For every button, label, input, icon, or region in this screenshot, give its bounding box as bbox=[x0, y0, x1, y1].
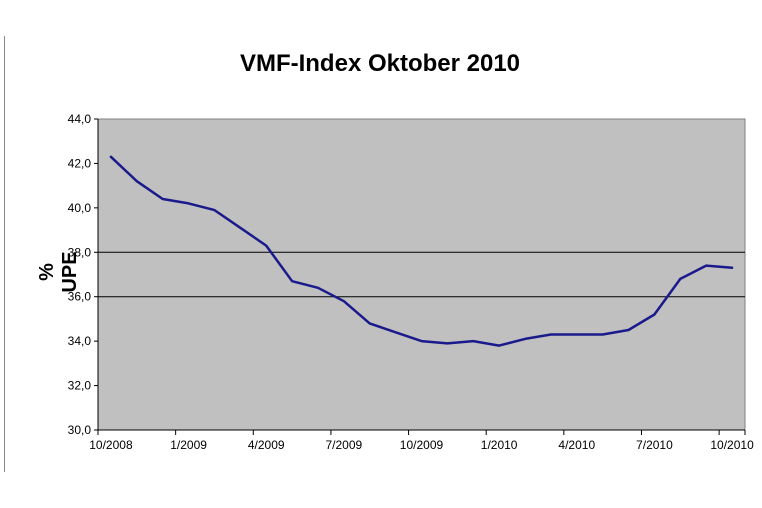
x-tick-label: 10/2008 bbox=[89, 438, 133, 452]
y-tick-label: 32,0 bbox=[68, 379, 92, 393]
series-line bbox=[109, 155, 734, 347]
y-tick-label: 40,0 bbox=[68, 201, 92, 215]
y-tick-label: 44,0 bbox=[68, 112, 92, 126]
left-rule bbox=[4, 36, 5, 472]
gridlines bbox=[98, 251, 745, 298]
chart-title: VMF-Index Oktober 2010 bbox=[239, 50, 521, 77]
x-tick-label: 1/2009 bbox=[170, 438, 207, 452]
y-tick-label: 34,0 bbox=[68, 334, 92, 348]
x-tick-label: 10/2010 bbox=[710, 438, 754, 452]
x-tick-label: 4/2009 bbox=[248, 438, 285, 452]
x-tick-label: 1/2010 bbox=[481, 438, 518, 452]
x-tick-label: 7/2010 bbox=[636, 438, 673, 452]
x-tick-label: 7/2009 bbox=[326, 438, 363, 452]
plot-area bbox=[97, 118, 746, 431]
y-axis: 30,0 32,0 34,0 36,0 38,0 40,0 42,0 44,0 bbox=[68, 112, 99, 437]
x-tick-label: 10/2009 bbox=[400, 438, 444, 452]
y-tick-label: 38,0 bbox=[68, 245, 92, 259]
x-axis: 10/2008 1/2009 4/2009 7/2009 10/2009 1/2010 4/… bbox=[89, 429, 754, 452]
y-tick-label: 36,0 bbox=[68, 290, 92, 304]
y-tick-label: 30,0 bbox=[68, 423, 92, 437]
x-tick-label: 4/2010 bbox=[558, 438, 595, 452]
y-tick-label: 42,0 bbox=[68, 156, 92, 170]
